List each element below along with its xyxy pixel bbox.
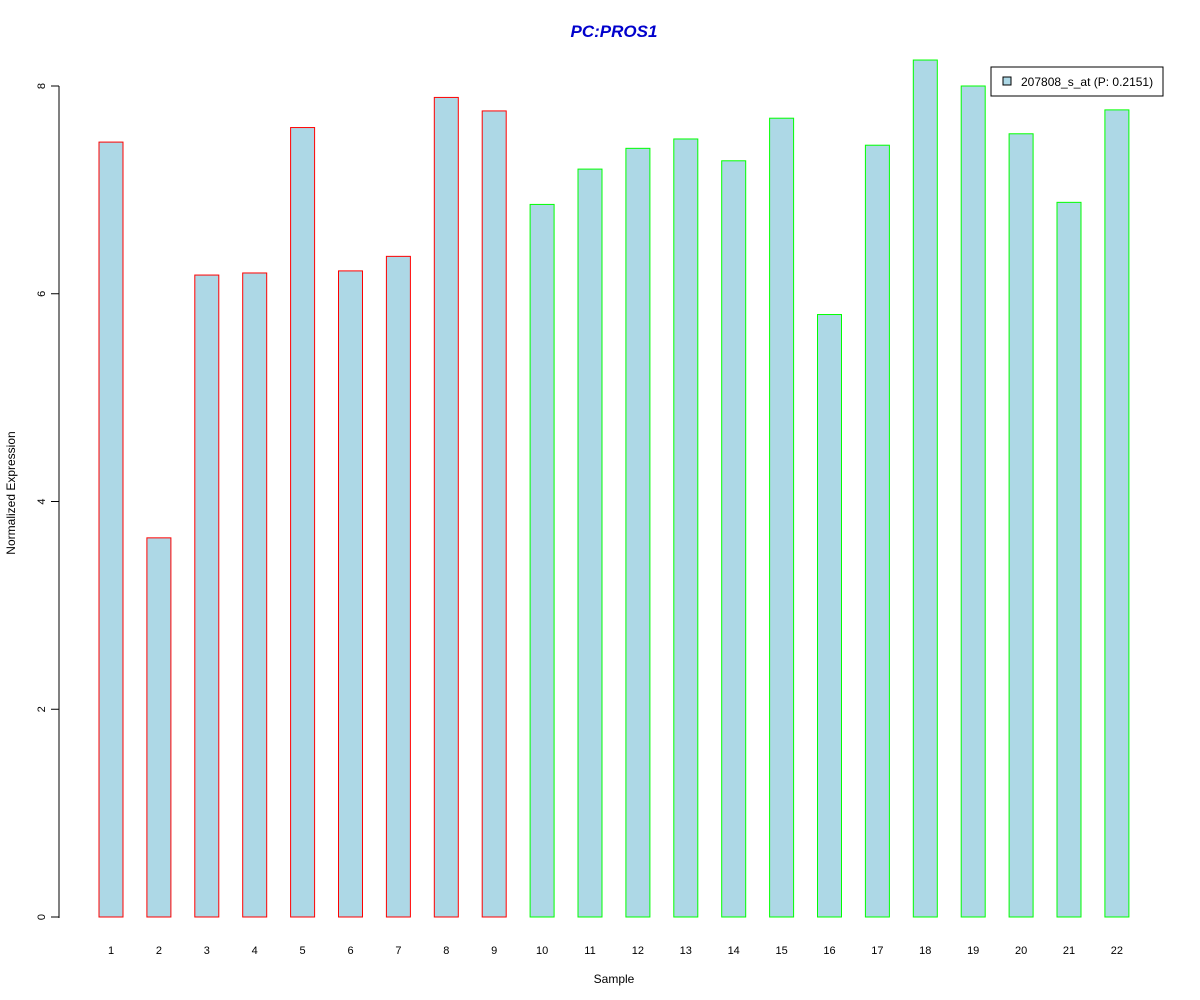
x-tick-label: 3 [204,945,210,957]
x-tick-label: 17 [871,945,883,957]
x-tick-labels: 1 2 3 4 5 6 7 8 9 10 11 12 13 14 15 16 17 18 19 20 21 22 [108,945,1123,957]
bar [577,168,603,918]
bar [769,117,795,918]
x-tick-label: 5 [300,945,306,957]
legend-box [990,66,1164,97]
bar [290,127,316,918]
y-axis-label: Normalized Expression [4,431,18,554]
y-tick-label: 2 [36,706,48,712]
x-tick-label: 16 [823,945,835,957]
bar [242,272,268,918]
y-tick-label: 6 [36,291,48,297]
bar [433,96,459,918]
x-tick-label: 2 [156,945,162,957]
bar [817,314,842,918]
x-tick-label: 20 [1015,945,1027,957]
x-tick-label: 6 [347,945,353,957]
bar [912,59,938,918]
bars-group [98,59,1130,918]
x-tick-label: 19 [967,945,979,957]
x-tick-label: 8 [443,945,449,957]
bar [481,110,507,918]
x-tick-label: 1 [108,945,114,957]
bar [529,203,555,918]
x-tick-label: 10 [536,945,548,957]
bar [1008,133,1034,918]
x-tick-label: 15 [775,945,787,957]
bar [338,270,363,918]
chart-title: PC:PROS1 [571,22,658,41]
x-tick-label: 22 [1111,945,1123,957]
bar [864,144,890,918]
y-tick-label: 4 [36,498,48,504]
x-tick-label: 18 [919,945,931,957]
x-tick-label: 12 [632,945,644,957]
x-tick-label: 21 [1063,945,1075,957]
y-tick-label: 0 [36,914,48,920]
bar [960,85,986,918]
x-tick-label: 14 [728,945,740,957]
x-tick-label: 4 [252,945,258,957]
bar [625,147,651,918]
bar [1056,201,1082,918]
bar [1104,109,1130,918]
legend-swatch [1002,76,1012,86]
bar [673,138,699,918]
x-tick-label: 13 [680,945,692,957]
bar [385,255,411,918]
bar [721,160,747,918]
x-tick-label: 7 [395,945,401,957]
legend: 207808_s_at (P: 0.2151) [990,66,1164,97]
x-axis-label: Sample [594,972,635,986]
bar [98,141,124,918]
x-tick-label: 11 [584,945,595,957]
y-axis-ticks: 0 2 4 6 8 [36,83,59,920]
bar [194,274,220,918]
x-tick-label: 9 [491,945,497,957]
legend-label: 207808_s_at (P: 0.2151) [1021,75,1153,89]
bar [146,537,172,918]
y-tick-label: 8 [36,83,48,89]
